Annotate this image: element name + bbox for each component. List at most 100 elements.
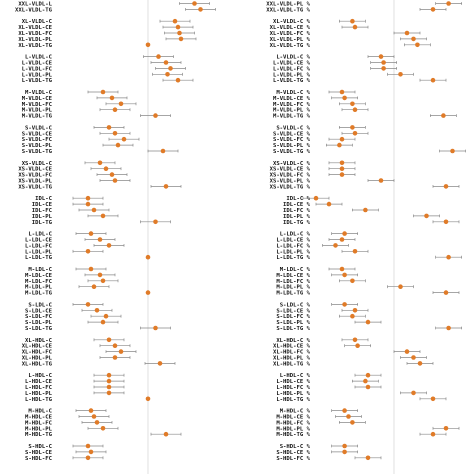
estimate-point (97, 237, 103, 242)
row-label: XL-HDL-FC (22, 350, 52, 356)
estimate-point (85, 302, 91, 307)
row-label: IDL-TG % (283, 220, 311, 226)
row-label: XS-VLDL-C % (273, 161, 311, 167)
estimate-point (112, 107, 118, 112)
row-label: L-LDL-CE (25, 238, 52, 244)
row-label: M-HDL-C % (280, 409, 311, 415)
row-label: IDL-PL % (283, 214, 311, 220)
estimate-point (339, 172, 345, 177)
estimate-point (163, 60, 169, 65)
estimate-point (363, 207, 368, 213)
row-label: M-HDL-TG % (276, 432, 310, 438)
estimate-point (342, 302, 347, 307)
row-label: L-HDL-TG (25, 397, 53, 403)
row-label: M-HDL-C (28, 409, 52, 415)
row-label: M-HDL-PL % (276, 426, 310, 432)
row-label: L-LDL-FC (25, 243, 52, 249)
row-label: S-HDL-FC % (276, 456, 310, 462)
estimate-point (342, 443, 347, 449)
estimate-point (365, 319, 371, 325)
estimate-point (85, 455, 91, 461)
estimate-point (430, 77, 436, 83)
estimate-point (342, 408, 347, 413)
row-label: XL-VLDL-C % (273, 19, 311, 25)
estimate-point (443, 426, 449, 431)
row-label: XS-VLDL-PL (18, 179, 52, 185)
estimate-point (85, 201, 91, 207)
estimate-point (165, 72, 170, 77)
row-label: XL-HDL-CE (22, 344, 52, 350)
row-label: XL-VLDL-CE (18, 25, 52, 31)
row-label: XL-VLDL-CE % (270, 25, 311, 31)
estimate-point (339, 166, 345, 171)
row-label: S-VLDL-CE % (273, 131, 311, 137)
estimate-point (339, 136, 345, 142)
estimate-point (157, 361, 163, 366)
row-label: M-VLDL-TG (22, 114, 53, 120)
row-label: IDL-C (35, 196, 52, 202)
estimate-point (100, 426, 106, 431)
row-label: M-LDL-PL % (276, 285, 310, 291)
row-label: L-LDL-CE % (276, 238, 310, 244)
row-label: S-LDL-CE (25, 308, 52, 314)
estimate-point (112, 343, 118, 349)
estimate-point (103, 166, 109, 171)
row-label: IDL-C % (286, 196, 310, 202)
row-label: XL-VLDL-FC % (270, 31, 311, 37)
estimate-point (88, 449, 94, 455)
estimate-point (91, 207, 97, 213)
row-label: L-VLDL-CE (22, 61, 52, 67)
estimate-point (145, 254, 151, 260)
row-label: L-VLDL-FC % (273, 66, 311, 72)
row-label: XXL-VLDL-TG % (266, 7, 310, 13)
row-label: L-HDL-FC % (276, 385, 310, 391)
estimate-point (443, 219, 449, 225)
row-label: XL-VLDL-TG % (270, 43, 311, 49)
estimate-point (94, 420, 100, 425)
row-label: L-VLDL-C (25, 55, 52, 61)
estimate-point (198, 7, 203, 12)
estimate-point (342, 231, 347, 236)
estimate-point (363, 378, 368, 384)
row-label: S-VLDL-PL % (273, 143, 311, 149)
row-label: L-VLDL-CE % (273, 61, 311, 67)
estimate-point (446, 254, 451, 260)
estimate-point (103, 313, 109, 319)
row-label: M-HDL-CE % (276, 415, 310, 421)
row-label: M-LDL-FC (25, 279, 52, 285)
estimate-point (342, 95, 347, 101)
row-label: S-HDL-CE (25, 450, 52, 456)
row-label: XL-VLDL-PL (18, 37, 52, 43)
estimate-point (350, 420, 355, 425)
row-label: IDL-TG (32, 220, 53, 226)
estimate-point (342, 449, 347, 455)
row-label: S-VLDL-FC % (273, 137, 311, 143)
estimate-point (115, 142, 121, 148)
row-label: XS-VLDL-FC (18, 173, 52, 179)
estimate-point (121, 136, 127, 142)
row-label: S-LDL-PL (25, 320, 53, 326)
row-label: L-VLDL-PL % (273, 72, 311, 78)
estimate-point (106, 378, 112, 384)
row-label: XL-HDL-TG (22, 361, 53, 367)
estimate-point (153, 325, 158, 331)
estimate-point (88, 266, 94, 272)
estimate-point (365, 455, 371, 461)
row-label: S-VLDL-CE (22, 131, 52, 137)
estimate-point (424, 213, 429, 219)
row-label: XL-VLDL-TG (18, 43, 52, 49)
row-label: XS-VLDL-FC % (270, 173, 311, 179)
row-label: S-VLDL-C (25, 125, 52, 131)
row-label: IDL-FC (32, 208, 52, 214)
row-label: M-LDL-PL (25, 285, 53, 291)
estimate-point (97, 272, 103, 278)
row-label: XL-VLDL-FC (18, 31, 52, 37)
row-label: S-LDL-CE % (276, 308, 310, 314)
estimate-point (398, 72, 403, 77)
row-label: XL-HDL-CE % (273, 344, 311, 350)
estimate-point (100, 89, 106, 95)
estimate-point (106, 384, 112, 390)
estimate-point (100, 319, 106, 325)
row-label: M-VLDL-PL % (273, 108, 311, 114)
estimate-point (145, 42, 151, 48)
